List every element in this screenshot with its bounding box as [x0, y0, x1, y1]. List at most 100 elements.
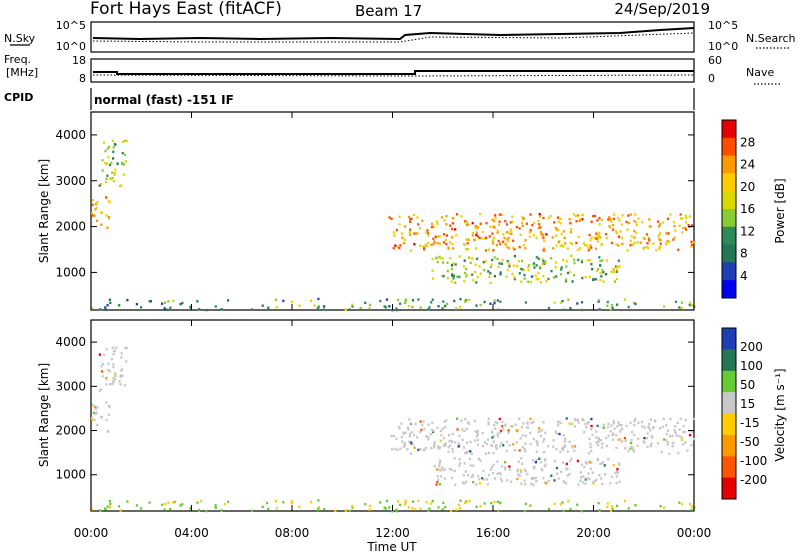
scatter-cell — [430, 243, 433, 246]
scatter-cell — [524, 470, 527, 473]
scatter-cell — [534, 461, 537, 464]
scatter-cell — [568, 270, 571, 274]
scatter-cell — [123, 153, 127, 156]
scatter-cell — [497, 308, 500, 311]
scatter-cell — [537, 257, 540, 260]
scatter-cell — [544, 463, 547, 466]
scatter-cell — [690, 505, 694, 508]
scatter-cell — [223, 502, 226, 506]
scatter-cell — [576, 418, 580, 421]
freq-tick-bottom: 8 — [79, 72, 86, 85]
scatter-cell — [94, 208, 97, 211]
scatter-cell — [117, 505, 121, 508]
scatter-cell — [606, 300, 609, 304]
scatter-cell — [517, 473, 520, 476]
velocity-scatter — [91, 346, 696, 513]
scatter-cell — [584, 461, 587, 464]
scatter-cell — [475, 505, 478, 508]
scatter-cell — [486, 438, 490, 441]
scatter-cell — [643, 436, 646, 440]
scatter-cell — [590, 428, 593, 431]
scatter-cell — [451, 217, 455, 220]
scatter-cell — [422, 448, 425, 452]
scatter-cell — [120, 184, 123, 187]
scatter-cell — [680, 438, 683, 441]
scatter-cell — [538, 223, 541, 226]
scatter-cell — [469, 440, 472, 444]
scatter-cell — [567, 500, 570, 503]
scatter-cell — [536, 443, 539, 447]
scatter-cell — [496, 500, 499, 504]
scatter-cell — [534, 274, 537, 277]
scatter-cell — [121, 140, 125, 143]
scatter-cell — [521, 446, 524, 449]
scatter-cell — [413, 213, 416, 217]
scatter-cell — [163, 508, 166, 511]
scatter-cell — [559, 217, 562, 221]
scatter-cell — [530, 482, 533, 486]
scatter-cell — [449, 224, 452, 227]
scatter-cell — [422, 245, 425, 248]
scatter-cell — [408, 434, 411, 438]
scatter-cell — [425, 231, 428, 234]
scatter-cell — [471, 234, 474, 237]
scatter-cell — [120, 352, 123, 355]
scatter-cell — [526, 422, 529, 425]
scatter-cell — [491, 239, 495, 242]
scatter-cell — [616, 471, 620, 474]
ytick-label: 4000 — [55, 335, 86, 349]
scatter-cell — [538, 265, 541, 269]
scatter-cell — [646, 242, 649, 245]
scatter-cell — [449, 241, 452, 244]
scatter-cell — [629, 447, 632, 450]
scatter-cell — [496, 422, 499, 425]
scatter-cell — [474, 247, 478, 250]
colorbar-swatch — [722, 155, 736, 174]
scatter-cell — [135, 303, 138, 306]
scatter-cell — [523, 447, 526, 451]
scatter-cell — [537, 271, 540, 275]
scatter-cell — [494, 216, 497, 220]
scatter-cell — [453, 299, 456, 303]
scatter-cell — [639, 241, 642, 244]
scatter-cell — [535, 278, 538, 281]
scatter-cell — [559, 301, 562, 304]
scatter-cell — [597, 440, 600, 444]
scatter-cell — [668, 452, 671, 455]
scatter-cell — [541, 235, 544, 238]
scatter-cell — [125, 139, 128, 143]
scatter-cell — [310, 501, 313, 504]
scatter-cell — [601, 442, 604, 446]
scatter-cell — [659, 238, 662, 242]
colorbar-swatch — [722, 209, 736, 228]
scatter-cell — [682, 424, 685, 428]
scatter-cell — [442, 468, 445, 472]
scatter-cell — [634, 213, 637, 216]
scatter-cell — [627, 507, 630, 510]
scatter-cell — [444, 304, 447, 308]
scatter-cell — [166, 308, 169, 311]
scatter-cell — [475, 281, 478, 284]
scatter-cell — [406, 448, 409, 451]
scatter-cell — [91, 199, 94, 202]
scatter-cell — [541, 258, 544, 261]
scatter-cell — [384, 507, 387, 510]
scatter-cell — [441, 508, 444, 511]
scatter-cell — [580, 509, 583, 513]
scatter-cell — [108, 163, 112, 167]
scatter-cell — [505, 275, 508, 278]
colorbar-tick-label: -200 — [740, 473, 767, 487]
scatter-cell — [647, 425, 650, 429]
scatter-cell — [432, 443, 436, 446]
scatter-cell — [443, 477, 447, 480]
scatter-cell — [438, 462, 441, 465]
scatter-cell — [633, 230, 636, 233]
scatter-cell — [611, 306, 614, 310]
scatter-cell — [629, 213, 632, 216]
scatter-cell — [627, 305, 630, 309]
scatter-cell — [690, 444, 693, 447]
scatter-cell — [409, 422, 413, 426]
scatter-cell — [472, 464, 475, 467]
scatter-cell — [460, 419, 463, 422]
